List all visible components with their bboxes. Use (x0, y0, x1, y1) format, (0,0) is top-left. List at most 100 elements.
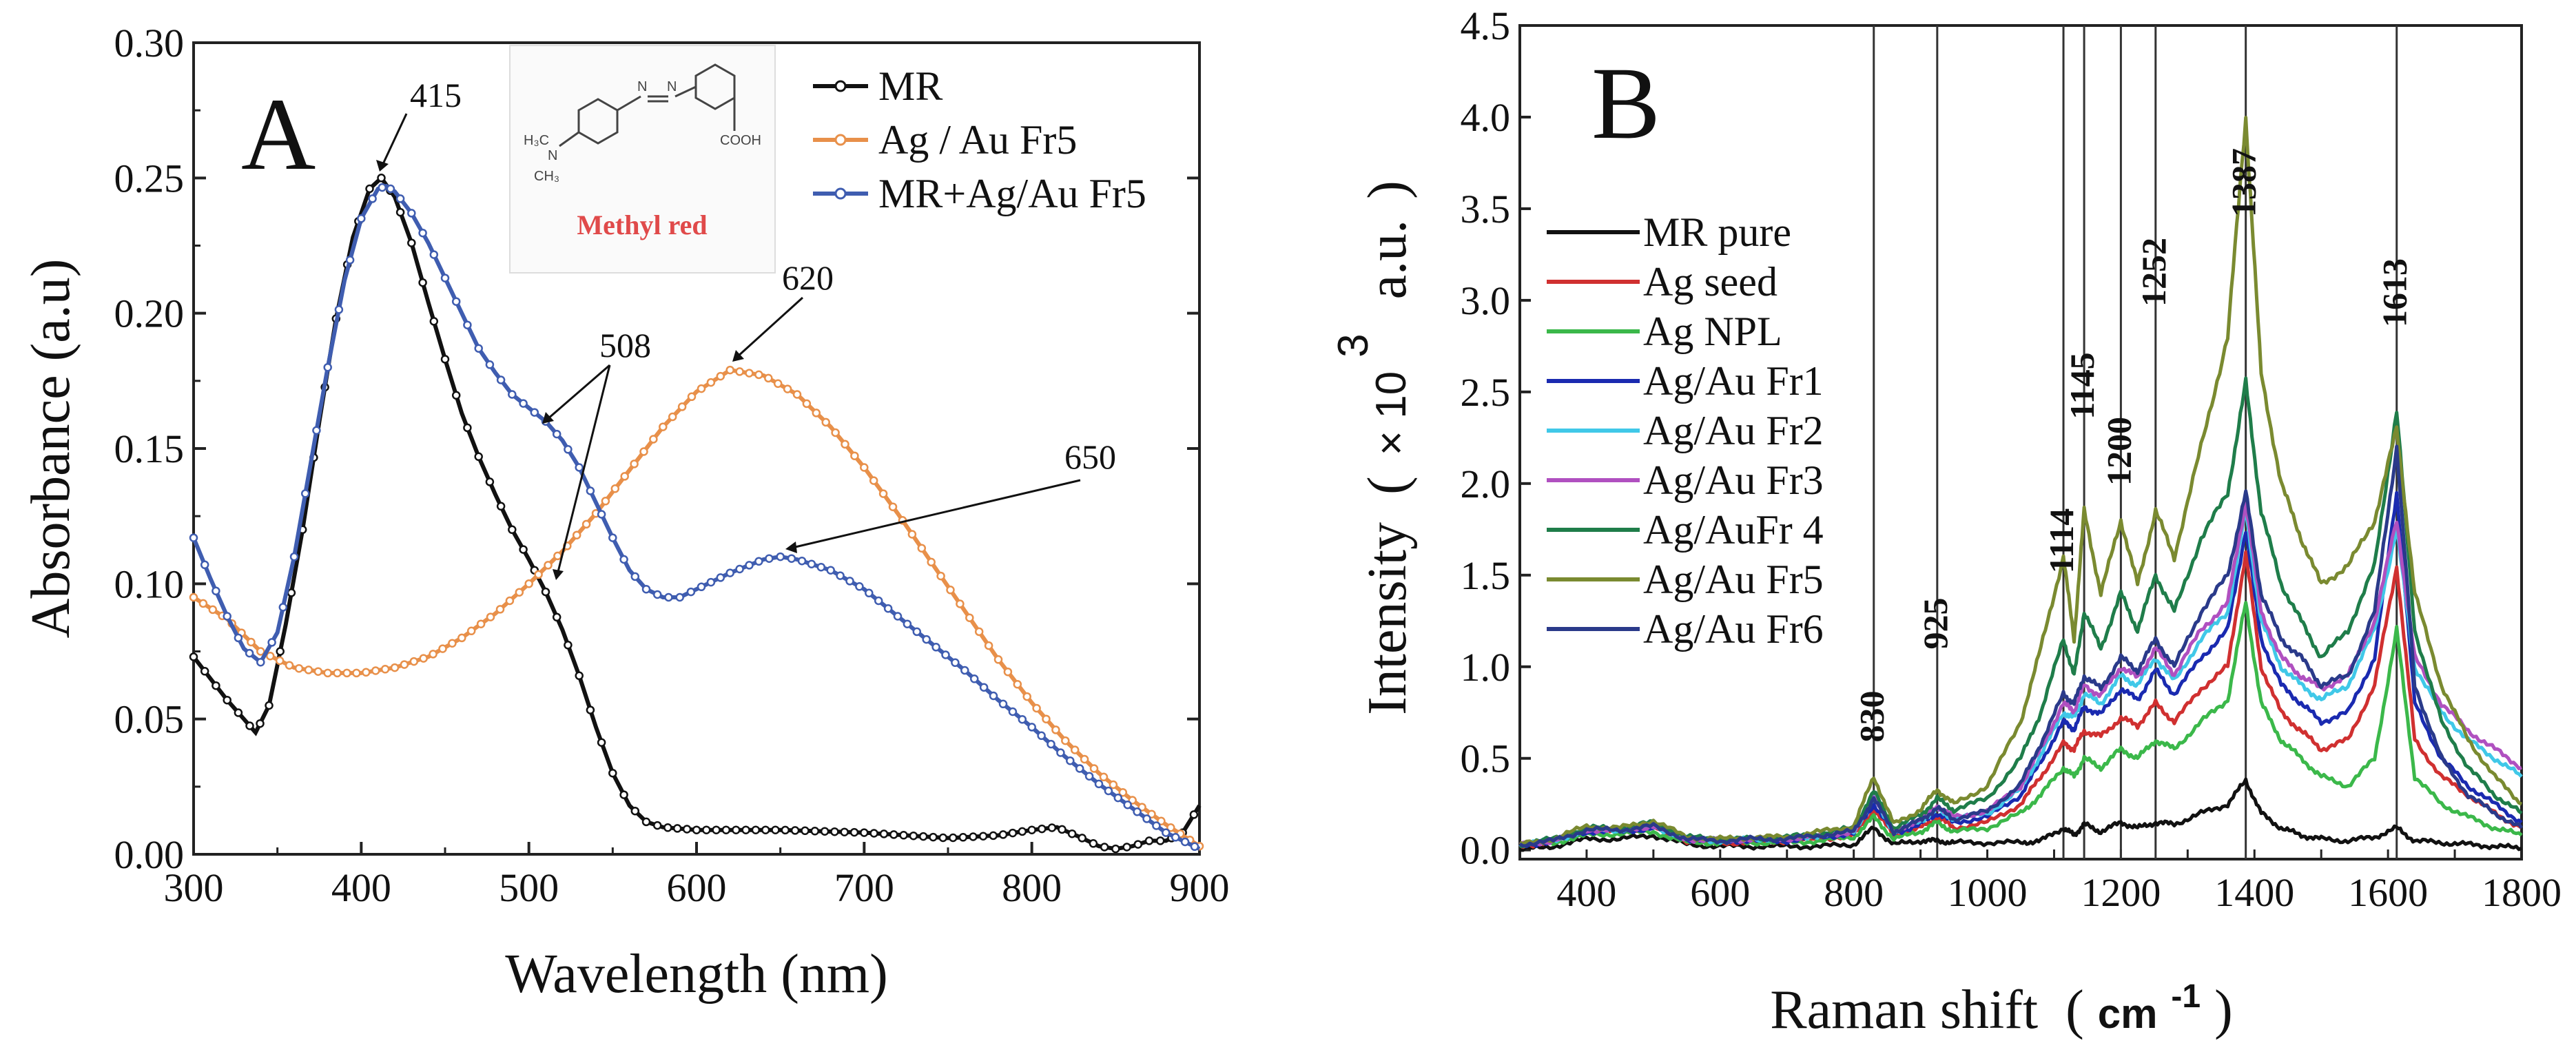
panel-b-x-tick-labels: 400 600 800 1000 1200 1400 1600 1800 (1556, 870, 2562, 915)
data-point (773, 379, 783, 389)
data-point (287, 588, 296, 597)
data-point (276, 647, 285, 656)
data-point (419, 654, 428, 663)
data-point (1123, 800, 1132, 810)
data-point (1152, 821, 1161, 830)
data-point (208, 605, 218, 615)
data-point (639, 447, 648, 456)
peak-label: 925 (1916, 598, 1955, 650)
close-paren: ) (2214, 980, 2233, 1040)
data-point (223, 695, 231, 705)
bond (674, 85, 697, 98)
data-point (608, 768, 617, 778)
data-point (1109, 780, 1118, 790)
data-point (212, 681, 220, 690)
y-tick-label: 3.0 (1461, 278, 1511, 323)
y-tick-label: 0.30 (114, 21, 185, 65)
data-point (716, 573, 725, 582)
x-tick-label: 400 (1556, 870, 1616, 915)
panel-b-y-axis-factor-exponent: 3 (1330, 333, 1377, 357)
data-point (630, 572, 640, 581)
data-point (234, 708, 243, 717)
data-point (429, 650, 437, 659)
close-paren: ) (1357, 181, 1418, 199)
data-point (1166, 823, 1175, 832)
data-point (841, 440, 849, 449)
data-point (1047, 823, 1057, 832)
arrowhead (553, 569, 564, 580)
legend-label: Ag/Au Fr6 (1643, 606, 1824, 652)
data-point (641, 817, 651, 827)
data-point (860, 828, 869, 837)
data-point (735, 564, 744, 574)
data-point (931, 643, 940, 652)
data-point (630, 806, 640, 816)
data-point (486, 612, 495, 621)
legend-label: MR (878, 63, 942, 109)
data-point (993, 655, 1003, 664)
data-point (978, 832, 988, 841)
series-mr-ag-au-fr5 (189, 183, 1201, 852)
annotation-arrow-620 (736, 296, 804, 358)
data-point (960, 666, 969, 675)
data-point (888, 502, 898, 511)
data-point (652, 590, 662, 599)
arrowhead (376, 160, 389, 172)
open-paren: ( (2065, 980, 2084, 1040)
data-point (821, 418, 830, 427)
data-point (1047, 739, 1055, 749)
data-point (941, 650, 950, 659)
data-point (927, 557, 936, 567)
data-point (672, 824, 682, 833)
data-point (323, 362, 332, 372)
data-point (200, 667, 209, 676)
legend-marker (834, 80, 847, 92)
data-point (899, 831, 908, 840)
data-point (706, 577, 716, 587)
data-point (189, 652, 198, 661)
data-point (677, 402, 687, 411)
legend-item: MR+Ag/Au Fr5 (813, 171, 1146, 216)
data-point (649, 435, 658, 444)
data-point (352, 668, 361, 678)
peak-label: 1252 (2134, 238, 2173, 307)
y-tick-label: 3.5 (1461, 187, 1511, 231)
data-point (234, 633, 243, 643)
data-point (956, 599, 965, 608)
data-point (735, 367, 744, 376)
data-point (451, 297, 461, 306)
inset-background (509, 45, 776, 274)
data-point (1162, 828, 1171, 837)
data-point (879, 829, 889, 838)
data-point (466, 626, 476, 636)
data-point (342, 668, 351, 678)
data-point (400, 660, 409, 669)
data-point (1078, 834, 1086, 843)
data-point (907, 530, 917, 539)
atom-n: N (548, 148, 557, 163)
data-point (575, 671, 584, 681)
data-point (1094, 779, 1104, 789)
annotation-label-508: 508 (599, 326, 651, 364)
panel-b-ticks (1518, 24, 2523, 859)
data-point (519, 399, 528, 408)
panel-b-y-axis-label: Intensity (1357, 522, 1418, 715)
data-point (581, 519, 591, 529)
data-point (706, 378, 716, 387)
legend-item: Ag NPL (1542, 309, 1782, 354)
molecule-drawing (559, 63, 736, 147)
data-point (300, 489, 310, 498)
arrowhead (732, 350, 744, 362)
data-point (1111, 844, 1120, 854)
data-point (323, 668, 332, 678)
data-point (256, 657, 265, 667)
legend-label: Ag/Au Fr1 (1643, 358, 1824, 404)
data-point (836, 571, 845, 580)
data-point (495, 605, 505, 614)
legend-label: Ag/Au Fr2 (1643, 408, 1824, 453)
data-point (1089, 839, 1098, 848)
data-point (189, 592, 198, 602)
legend-label: Ag/Au Fr3 (1643, 457, 1824, 503)
y-tick-label: 4.0 (1461, 95, 1511, 140)
